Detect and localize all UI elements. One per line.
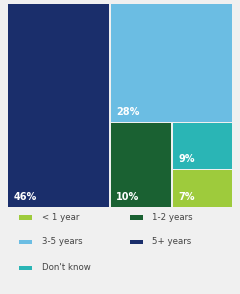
Text: 1-2 years: 1-2 years bbox=[152, 213, 193, 222]
Bar bbox=[111, 123, 171, 207]
Text: < 1 year: < 1 year bbox=[42, 213, 79, 222]
Bar bbox=[19, 240, 32, 244]
Bar bbox=[173, 170, 232, 207]
Text: 46%: 46% bbox=[13, 192, 37, 202]
Bar bbox=[19, 215, 32, 220]
Bar bbox=[130, 215, 143, 220]
Text: 3-5 years: 3-5 years bbox=[42, 238, 83, 246]
Bar bbox=[173, 123, 232, 169]
Text: 7%: 7% bbox=[178, 192, 195, 202]
Bar bbox=[130, 240, 143, 244]
Text: 10%: 10% bbox=[116, 192, 139, 202]
Text: 9%: 9% bbox=[178, 154, 195, 164]
Bar bbox=[8, 4, 109, 207]
Bar bbox=[19, 265, 32, 270]
Text: 5+ years: 5+ years bbox=[152, 238, 192, 246]
Text: 28%: 28% bbox=[116, 107, 139, 117]
Bar bbox=[111, 4, 232, 122]
Text: Don't know: Don't know bbox=[42, 263, 91, 273]
